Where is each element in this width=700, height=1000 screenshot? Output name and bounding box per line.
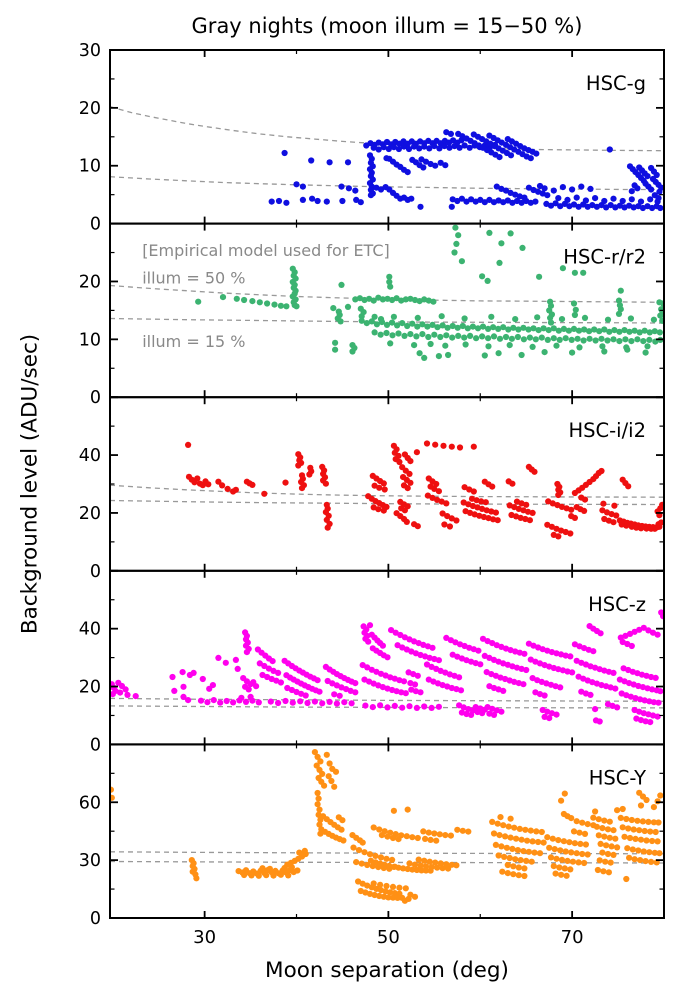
y-tick-label: 40 — [79, 446, 101, 466]
scatter-points-hsc-g — [268, 129, 663, 212]
scatter-points-hsc-r-r2 — [195, 224, 663, 361]
y-tick-label: 40 — [79, 620, 101, 640]
y-tick-label: 30 — [79, 41, 101, 61]
panel-hsc-r-r2: 0 10 20 HSC-r/r2 [Empirical model used for E… — [79, 222, 665, 408]
y-tick-label: 0 — [90, 388, 101, 408]
y-tick-label: 0 — [90, 215, 101, 235]
panel-label-hsc-g: HSC-g — [586, 72, 646, 95]
y-tick-label: 10 — [79, 330, 101, 350]
y-tick-label: 10 — [79, 157, 101, 177]
scatter-points-hsc-y — [111, 749, 663, 904]
model-curve-illum15 — [111, 705, 663, 709]
panel-hsc-z: 0 20 40 HSC-z — [79, 569, 665, 756]
annotation-2: illum = 15 % — [142, 332, 245, 351]
y-tick-labels: 0 10 20 — [79, 272, 101, 408]
x-tick-label: 30 — [193, 927, 216, 948]
model-curve-illum50 — [111, 697, 663, 702]
y-tick-labels: 0 20 40 — [79, 620, 101, 756]
panel-border — [109, 49, 665, 225]
scatter-points-hsc-z — [111, 609, 663, 726]
panel-label-hsc-i-i2: HSC-i/i2 — [568, 419, 646, 442]
tick-marks — [110, 49, 664, 225]
y-tick-label: 20 — [79, 99, 101, 119]
y-tick-label: 60 — [79, 793, 101, 813]
model-curve-illum15 — [111, 499, 663, 506]
scatter-points-hsc-i-i2 — [185, 440, 663, 540]
annotation-0: [Empirical model used for ETC] — [142, 241, 390, 260]
panel-label-hsc-z: HSC-z — [588, 593, 646, 616]
x-tick-labels: 30 50 70 — [193, 927, 583, 948]
tick-marks — [110, 743, 664, 919]
x-tick-label: 70 — [561, 927, 584, 948]
tick-marks — [110, 569, 664, 746]
y-tick-labels: 0 10 20 30 — [79, 41, 101, 235]
y-tick-label: 20 — [79, 272, 101, 292]
panel-label-hsc-y: HSC-Y — [589, 766, 646, 789]
y-tick-label: 20 — [79, 678, 101, 698]
y-tick-label: 0 — [90, 735, 101, 755]
panel-hsc-g: 0 10 20 30 HSC-g — [79, 41, 665, 235]
y-tick-label: 0 — [90, 562, 101, 582]
y-axis-label: Background level (ADU/sec) — [17, 333, 43, 635]
y-tick-labels: 0 30 60 — [79, 793, 101, 929]
panel-hsc-y: 0 30 60 HSC-Y — [79, 743, 665, 929]
x-tick-label: 50 — [377, 927, 400, 948]
y-tick-label: 0 — [90, 909, 101, 929]
y-tick-label: 20 — [79, 504, 101, 524]
model-curve-illum15 — [111, 317, 663, 324]
panel-hsc-i-i2: 0 20 40 HSC-i/i2 — [79, 396, 665, 582]
x-axis-label: Moon separation (deg) — [265, 958, 509, 983]
y-tick-label: 30 — [79, 851, 101, 871]
annotation-1: illum = 50 % — [142, 269, 245, 288]
y-tick-labels: 0 20 40 — [79, 446, 101, 582]
panel-label-hsc-r-r2: HSC-r/r2 — [563, 246, 646, 269]
model-curve-illum50 — [111, 106, 663, 152]
chart-title: Gray nights (moon illum = 15−50 %) — [191, 14, 583, 38]
